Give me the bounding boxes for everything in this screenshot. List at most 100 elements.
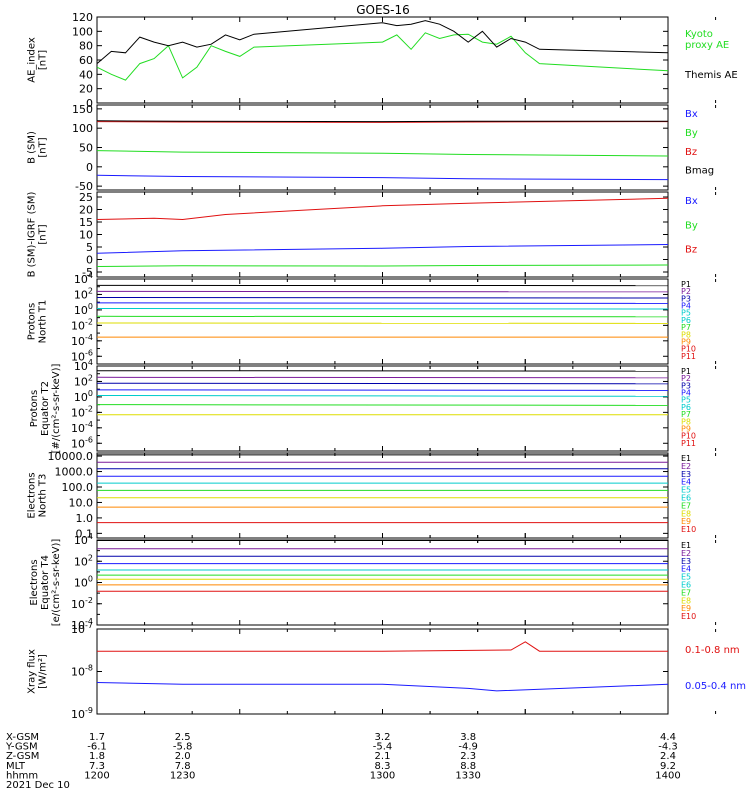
x-axis-row-value: 1400 <box>655 770 680 781</box>
x-axis-row-value: -5.8 <box>173 742 193 753</box>
y-axis-label: Equator T4 <box>40 555 51 610</box>
x-axis-date: 2021 Dec 10 <box>6 780 70 791</box>
legend-label: Bmag <box>685 166 714 177</box>
series-bz <box>96 121 669 123</box>
legend-label: P5 <box>681 309 691 318</box>
x-axis-row-value: 3.8 <box>460 732 476 743</box>
x-axis-row-value: 9.2 <box>660 761 676 772</box>
legend-label: E5 <box>681 486 691 495</box>
y-tick-label: 10-2 <box>71 596 93 611</box>
y-axis-label: Xray flux <box>27 649 38 694</box>
legend-label: By <box>685 128 698 139</box>
panel-frame <box>96 191 669 278</box>
legend-label: P8 <box>681 330 691 339</box>
panel-frame <box>96 365 669 452</box>
x-axis-row-value: -5.4 <box>373 742 393 753</box>
series-bmag <box>96 120 668 123</box>
legend-label: E7 <box>681 501 691 510</box>
y-tick-label: 100 <box>72 122 93 135</box>
legend-label: E9 <box>681 517 691 526</box>
y-tick-label: 50 <box>79 142 93 155</box>
x-axis-row-value: 7.3 <box>89 761 105 772</box>
y-tick-label: -5 <box>82 266 93 279</box>
figure-title: GOES-16 <box>356 3 410 17</box>
x-axis-row-name: hhmm <box>6 770 38 781</box>
y-tick-label: 40 <box>79 68 93 81</box>
legend-label: Bx <box>685 196 698 207</box>
legend-label: P1 <box>681 367 691 376</box>
legend-label: P9 <box>681 424 691 433</box>
legend-label: E4 <box>681 478 691 487</box>
legend-label: P3 <box>681 381 691 390</box>
x-axis-row-value: -6.1 <box>87 742 107 753</box>
x-axis-row-value: 1330 <box>455 770 480 781</box>
legend-label: E10 <box>681 525 696 534</box>
y-tick-label: 10-2 <box>71 404 93 419</box>
legend-label: 0.1-0.8 nm <box>685 645 740 656</box>
y-tick-label: 5 <box>86 241 93 254</box>
legend-label: P2 <box>681 287 691 296</box>
legend-label: Bz <box>685 245 697 256</box>
legend-label: E2 <box>681 462 691 471</box>
y-tick-label: 0 <box>86 161 93 174</box>
y-tick-label: 60 <box>79 54 93 67</box>
y-tick-label: 10-7 <box>71 621 93 636</box>
x-axis-row-value: 1300 <box>370 770 395 781</box>
y-tick-label: 10 <box>79 229 93 242</box>
y-tick-label: 100 <box>74 302 93 317</box>
series-p5 <box>96 395 669 397</box>
series-themis-ae <box>96 20 669 64</box>
x-axis-row-value: 8.8 <box>460 761 476 772</box>
x-axis-labels: X-GSM 1.7 2.5 3.2 3.8 4.4 Y-GSM -6.1 -5.8 -5.4 -4.… <box>5 732 681 791</box>
x-axis-row-value: 8.3 <box>375 761 391 772</box>
y-axis-label: Equator T2 <box>40 381 51 436</box>
y-axis-label: [W/m²] <box>38 654 49 689</box>
y-tick-label: 1000.0 <box>55 466 94 479</box>
y-tick-label: 100 <box>74 575 93 590</box>
legend-label: P4 <box>681 302 691 311</box>
x-axis-row-name: Z-GSM <box>6 751 39 762</box>
legend-label: P10 <box>681 432 696 441</box>
legend-label: P8 <box>681 417 691 426</box>
series-p2 <box>96 376 669 379</box>
y-tick-label: 102 <box>74 553 93 568</box>
series-by <box>96 264 669 267</box>
y-axis-label: AE_index <box>27 37 38 83</box>
x-axis-row-value: 3.2 <box>375 732 391 743</box>
legend-label: P7 <box>681 323 691 332</box>
x-axis-row-value: 1.7 <box>89 732 105 743</box>
legend-label: proxy AE <box>685 40 729 51</box>
x-axis-row-name: X-GSM <box>6 732 39 743</box>
legend-label: Bx <box>685 109 698 120</box>
y-axis-label: [e/(cm²-s-sr-keV)] <box>51 539 62 627</box>
y-tick-label: 10-9 <box>71 706 93 721</box>
legend-label: E2 <box>681 549 691 558</box>
series-p3 <box>96 297 669 299</box>
y-axis-label: Electrons <box>27 472 38 518</box>
y-axis-label: [nT] <box>38 50 49 70</box>
y-axis-label: [nT] <box>38 224 49 244</box>
legend-label: Themis AE <box>684 70 738 81</box>
series-p6 <box>96 315 669 318</box>
y-tick-label: 10-6 <box>71 435 93 450</box>
x-axis-row-value: 7.8 <box>175 761 191 772</box>
series-kyoto-proxy-ae <box>96 32 669 81</box>
x-axis-row-value: 1230 <box>170 770 195 781</box>
legend-label: E8 <box>681 596 691 605</box>
legend-label: E9 <box>681 604 691 613</box>
y-tick-label: 15 <box>79 216 93 229</box>
y-tick-label: 10-4 <box>71 420 93 435</box>
y-tick-label: 10-2 <box>71 317 93 332</box>
legend-label: P3 <box>681 294 691 303</box>
y-tick-label: 100 <box>72 25 93 38</box>
legend-label: Bz <box>685 147 697 158</box>
series-bx <box>96 174 669 181</box>
legend-label: E7 <box>681 588 691 597</box>
x-axis-row-name: MLT <box>6 761 26 772</box>
x-axis-row-value: -4.9 <box>458 742 478 753</box>
y-tick-label: 1.0 <box>76 512 94 525</box>
